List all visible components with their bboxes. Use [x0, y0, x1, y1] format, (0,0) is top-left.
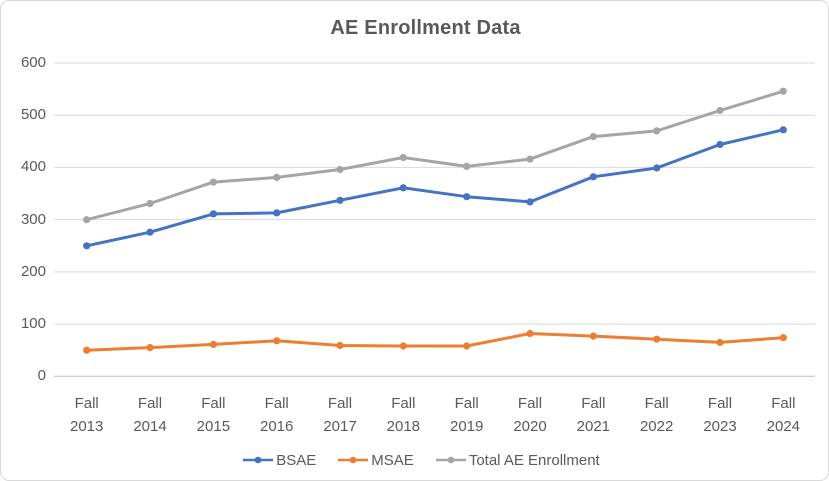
data-point-msae: [336, 341, 344, 350]
chart-legend: BSAE MSAE Total AE Enrollment: [15, 448, 828, 472]
legend-label: MSAE: [371, 451, 414, 469]
x-tick-label: Fall 2014: [133, 395, 167, 435]
y-tick-label: 400: [20, 158, 46, 176]
x-tick-label: Fall 2013: [70, 395, 104, 435]
x-tick-label: Fall 2021: [576, 395, 611, 435]
data-point-msae: [653, 335, 661, 343]
data-point-bsae: [463, 193, 471, 201]
x-tick-label: Fall 2024: [766, 395, 801, 435]
data-point-total-ae-enrollment: [589, 133, 597, 141]
data-point-total-ae-enrollment: [399, 153, 407, 162]
data-point-total-ae-enrollment: [716, 106, 724, 115]
data-point-total-ae-enrollment: [273, 173, 281, 181]
series-line-bsae[interactable]: [85, 128, 785, 248]
x-tick-label: Fall 2019: [449, 395, 484, 435]
data-point-bsae: [526, 198, 534, 206]
data-point-bsae: [716, 140, 724, 149]
data-point-bsae: [589, 173, 597, 181]
data-point-msae: [716, 338, 724, 346]
data-point-total-ae-enrollment: [779, 87, 787, 95]
y-tick-label: 0: [37, 367, 46, 385]
x-tick-label: Fall 2016: [260, 395, 294, 435]
series-line-total-ae-enrollment[interactable]: [85, 89, 785, 222]
x-tick-label: Fall 2015: [196, 395, 231, 435]
legend-item-total-ae-enrollment[interactable]: Total AE Enrollment: [435, 451, 600, 469]
legend-marker-icon: [243, 456, 274, 464]
data-point-msae: [273, 337, 281, 345]
data-point-msae: [209, 340, 217, 348]
data-point-msae: [146, 344, 154, 352]
data-point-msae: [526, 329, 534, 338]
x-tick-label: Fall 2020: [513, 395, 547, 435]
data-point-bsae: [336, 196, 344, 204]
legend-label: BSAE: [276, 451, 317, 469]
data-point-msae: [399, 342, 407, 350]
x-tick-label: Fall 2022: [639, 395, 674, 435]
data-point-msae: [779, 334, 787, 342]
data-point-total-ae-enrollment: [653, 127, 661, 135]
data-point-bsae: [209, 210, 217, 218]
x-tick-label: Fall 2017: [323, 395, 357, 435]
data-point-msae: [83, 346, 91, 354]
series-line-msae[interactable]: [85, 332, 785, 352]
data-point-total-ae-enrollment: [526, 155, 534, 163]
data-point-bsae: [653, 164, 661, 172]
legend-item-bsae[interactable]: BSAE: [243, 452, 316, 469]
data-point-bsae: [779, 126, 787, 134]
data-point-total-ae-enrollment: [463, 162, 471, 170]
legend-marker-icon: [435, 456, 466, 464]
data-point-bsae: [399, 184, 407, 192]
y-tick-label: 600: [20, 54, 46, 71]
chart-title: AE Enrollment Data: [330, 17, 521, 39]
legend-item-msae[interactable]: MSAE: [338, 452, 414, 469]
data-point-total-ae-enrollment: [336, 165, 344, 174]
y-tick-label: 500: [20, 106, 46, 124]
data-point-bsae: [146, 228, 154, 236]
data-point-total-ae-enrollment: [83, 216, 91, 224]
data-point-total-ae-enrollment: [146, 199, 154, 208]
x-tick-label: Fall 2018: [386, 395, 421, 435]
data-point-total-ae-enrollment: [209, 178, 217, 186]
y-tick-label: 300: [20, 210, 46, 228]
legend-marker-icon: [338, 456, 369, 464]
data-point-bsae: [273, 209, 281, 217]
data-point-msae: [589, 332, 597, 340]
x-tick-label: Fall 2023: [703, 395, 737, 435]
y-tick-label: 100: [20, 315, 46, 333]
legend-label: Total AE Enrollment: [468, 451, 600, 469]
y-tick-label: 200: [20, 262, 46, 280]
data-point-msae: [463, 342, 471, 350]
data-point-bsae: [83, 242, 91, 250]
